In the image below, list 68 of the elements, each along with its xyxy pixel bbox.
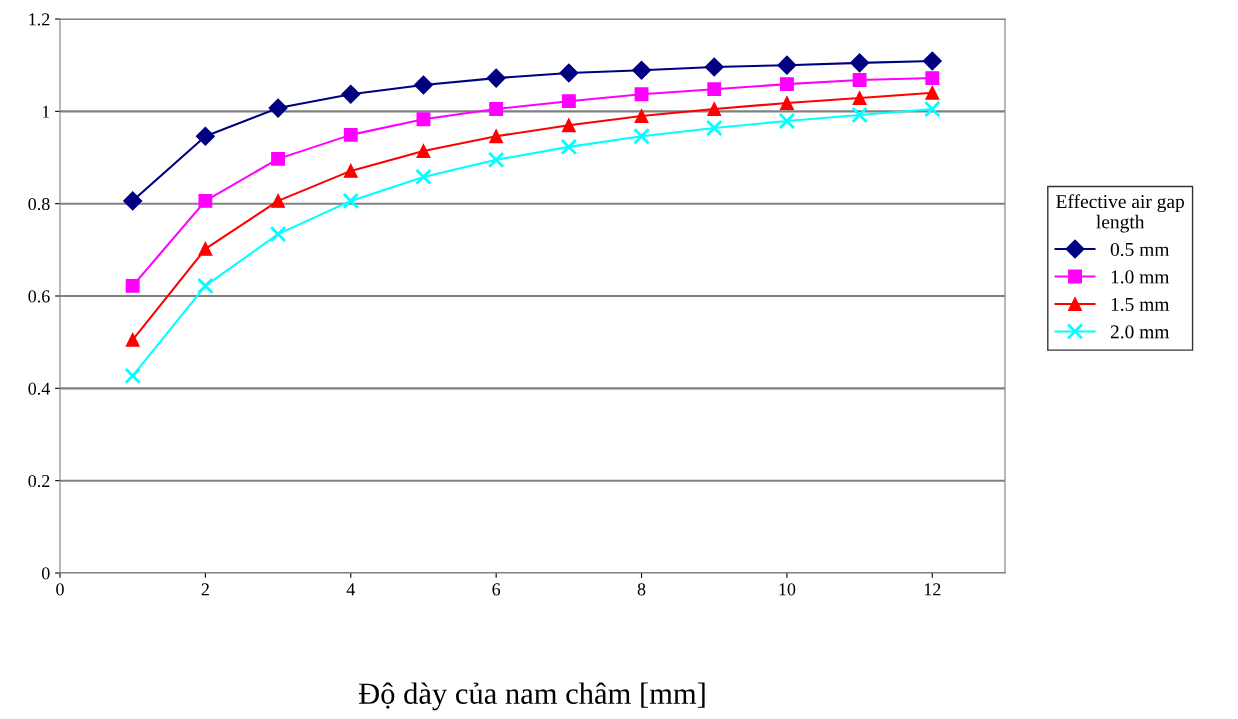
x-tick-label: 0 xyxy=(56,583,64,596)
point xyxy=(779,96,794,110)
point xyxy=(271,151,286,166)
point xyxy=(416,144,431,158)
point xyxy=(342,192,360,210)
point xyxy=(707,82,722,97)
point xyxy=(559,63,579,83)
x-tick-label: 6 xyxy=(492,583,501,596)
legend-title: Effective air gap length xyxy=(1056,194,1185,233)
point xyxy=(705,119,723,137)
point xyxy=(707,102,722,116)
legend-label: 2.0 mm xyxy=(1110,325,1170,339)
point xyxy=(124,367,142,385)
point xyxy=(268,98,288,118)
y-tick-label: 0.2 xyxy=(28,474,50,488)
point xyxy=(198,241,213,256)
x-tick-label: 12 xyxy=(924,583,941,596)
point xyxy=(415,168,432,186)
point xyxy=(197,277,214,295)
point xyxy=(343,127,358,142)
point xyxy=(634,87,649,102)
point xyxy=(487,151,505,169)
point xyxy=(634,109,649,123)
y-tick-label: 0 xyxy=(41,567,50,580)
point xyxy=(923,100,941,118)
point xyxy=(922,51,942,71)
point xyxy=(925,85,940,100)
point xyxy=(123,191,143,211)
y-tick-label: 0.4 xyxy=(28,382,50,395)
point xyxy=(489,129,504,144)
point xyxy=(125,278,140,293)
point xyxy=(852,91,867,105)
point xyxy=(779,77,794,92)
point xyxy=(271,193,286,208)
point xyxy=(416,112,431,127)
point xyxy=(561,94,576,109)
point xyxy=(489,102,504,116)
x-tick-label: 10 xyxy=(779,583,796,596)
point xyxy=(269,225,287,243)
point xyxy=(198,193,213,208)
x-axis-title: Độ dày của nam châm [mm] xyxy=(358,682,705,711)
point xyxy=(560,138,578,156)
point xyxy=(561,118,576,133)
point xyxy=(704,57,724,77)
x-tick-label: 4 xyxy=(346,583,355,596)
point xyxy=(851,106,868,124)
point xyxy=(925,71,940,86)
y-tick-label: 0.6 xyxy=(28,290,50,303)
point xyxy=(850,53,870,73)
point xyxy=(341,84,361,104)
y-tick-label: 1.2 xyxy=(29,13,50,26)
point xyxy=(125,332,140,347)
point xyxy=(852,72,867,87)
point xyxy=(632,60,652,80)
point xyxy=(778,112,796,130)
y-tick-label: 0.8 xyxy=(28,197,50,211)
y-tick-label: 1 xyxy=(42,105,50,118)
point xyxy=(195,126,215,146)
legend-label: 0.5 mm xyxy=(1110,242,1170,257)
legend-label: 1.5 mm xyxy=(1111,297,1170,312)
point xyxy=(486,68,506,88)
x-tick-label: 2 xyxy=(201,583,209,596)
point xyxy=(633,127,650,145)
legend-label: 1.0 mm xyxy=(1111,270,1170,284)
x-tick-label: 8 xyxy=(637,583,646,596)
point xyxy=(343,163,358,178)
point xyxy=(777,55,797,75)
point xyxy=(413,75,433,95)
